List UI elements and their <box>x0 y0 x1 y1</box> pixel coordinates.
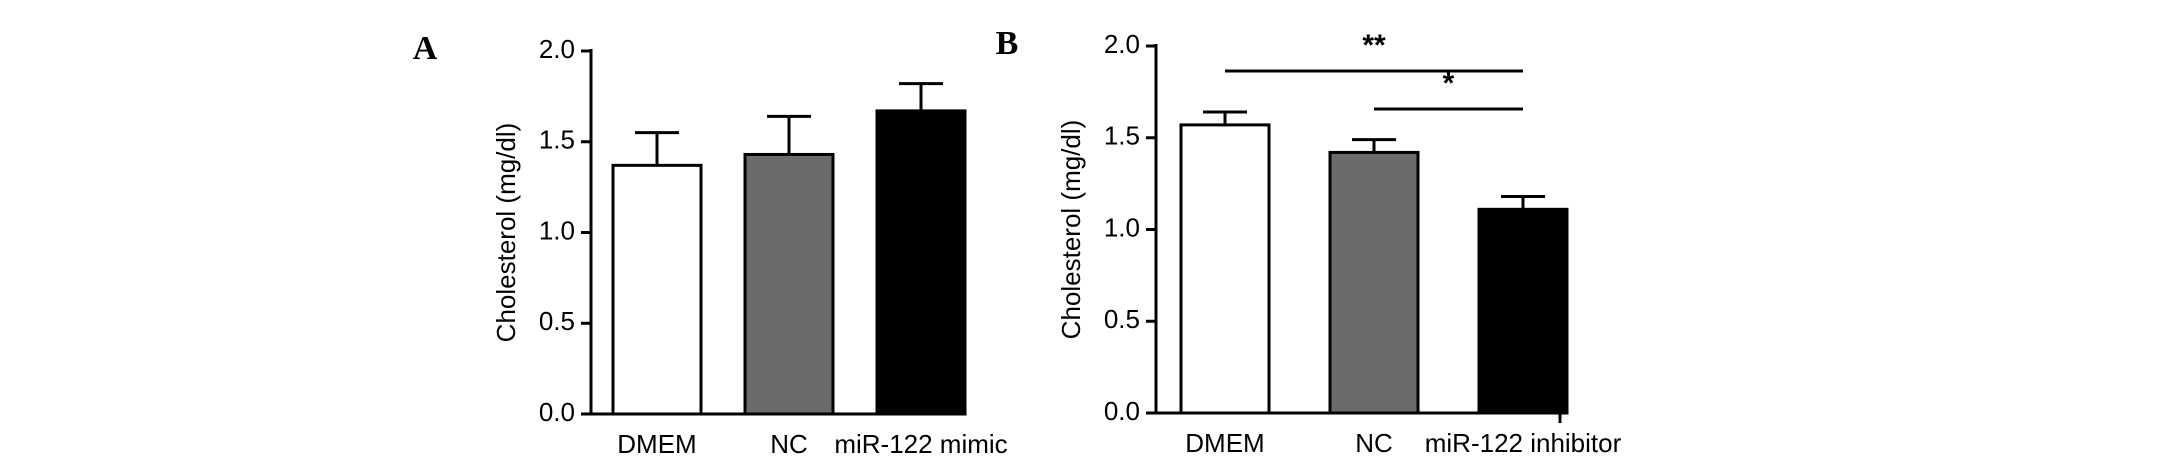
y-tick-label: 1.5 <box>1104 121 1140 151</box>
y-tick-label: 0.5 <box>1104 304 1140 334</box>
significance-mark: * <box>1443 67 1455 100</box>
y-tick-label: 0.0 <box>1104 396 1140 426</box>
bar <box>875 109 967 416</box>
bar <box>1477 207 1569 415</box>
x-tick-label: miR-122 mimic <box>834 429 1007 459</box>
bar <box>1328 150 1420 415</box>
x-tick-label: DMEM <box>1185 428 1264 458</box>
y-axis-label: Cholesterol (mg/dl) <box>491 123 521 343</box>
x-tick-label: NC <box>1355 428 1393 458</box>
y-axis-label: Cholesterol (mg/dl) <box>1056 120 1086 340</box>
y-tick-label: 2.0 <box>539 34 575 64</box>
panel-label: A <box>413 30 438 67</box>
x-tick-label: DMEM <box>617 429 696 459</box>
y-tick-label: 0.5 <box>539 306 575 336</box>
y-tick-label: 1.0 <box>539 215 575 245</box>
bar <box>1179 123 1271 415</box>
y-tick-label: 0.0 <box>539 397 575 427</box>
x-tick-label: miR-122 inhibitor <box>1425 428 1622 458</box>
y-tick-label: 2.0 <box>1104 29 1140 59</box>
y-tick-label: 1.5 <box>539 125 575 155</box>
bar <box>743 152 835 416</box>
significance-mark: ** <box>1362 29 1386 62</box>
y-tick-label: 1.0 <box>1104 212 1140 242</box>
x-tick-label: NC <box>770 429 808 459</box>
bar <box>611 163 703 416</box>
panel-label: B <box>996 25 1019 62</box>
